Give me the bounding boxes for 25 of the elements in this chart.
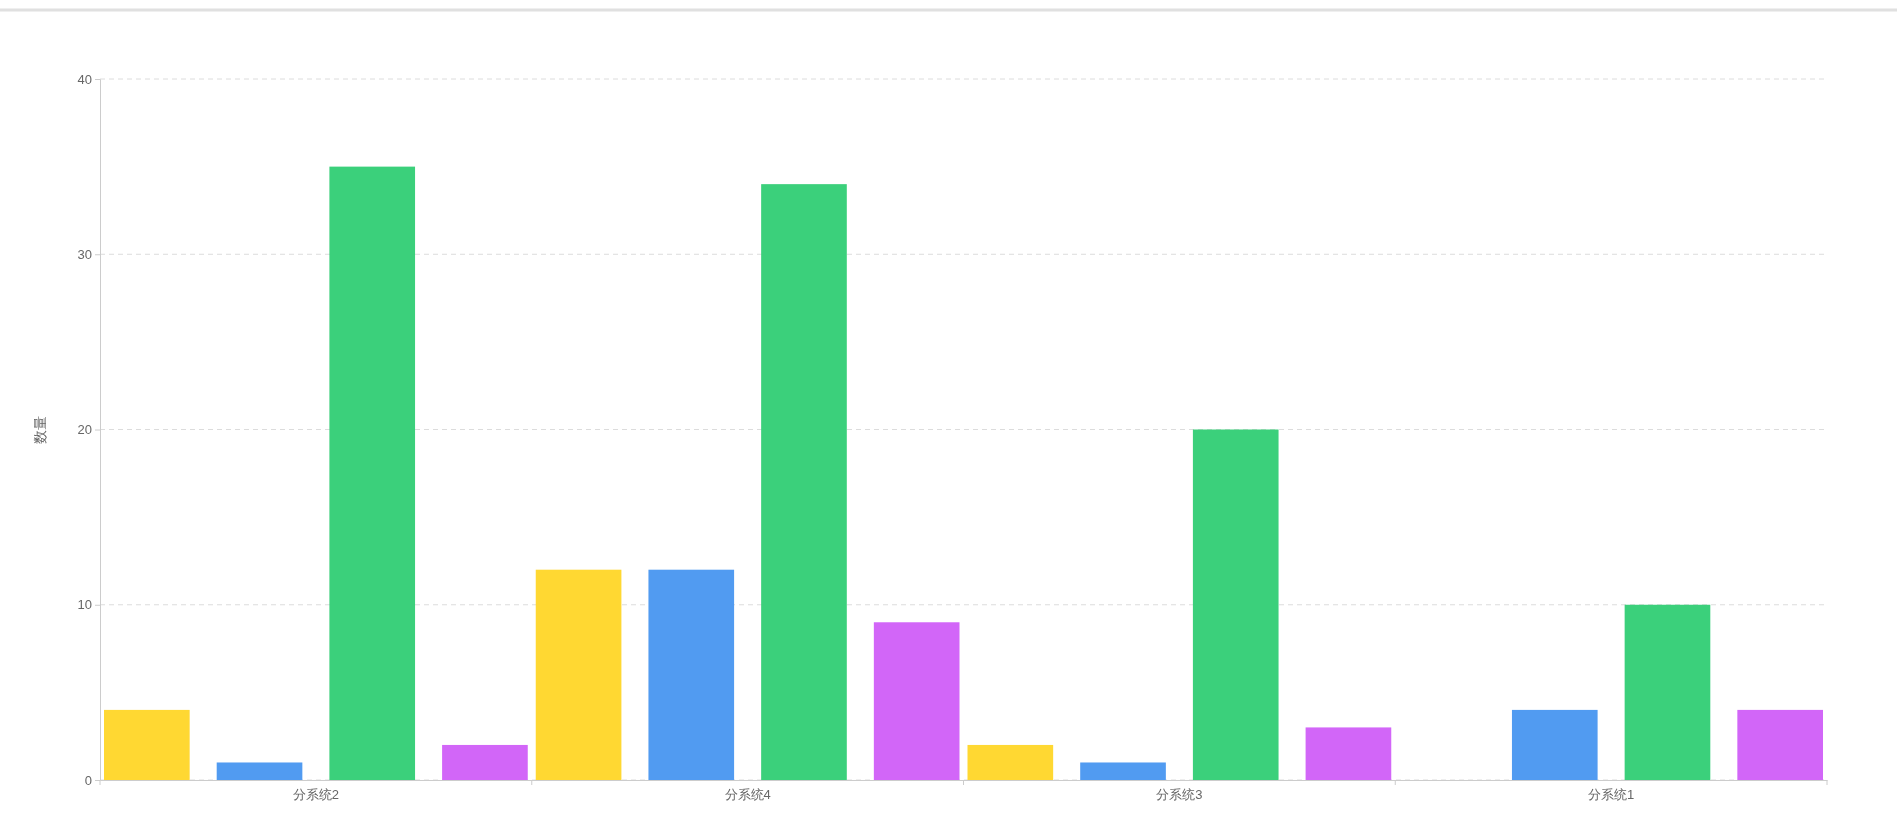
x-tick-label: 分系统2 xyxy=(292,786,339,802)
bar xyxy=(535,569,622,780)
y-tick-label: 30 xyxy=(77,246,92,262)
bar xyxy=(967,744,1054,780)
x-tick-label: 分系统4 xyxy=(724,786,771,802)
bar xyxy=(1192,429,1279,780)
bar xyxy=(648,569,735,780)
y-tick-label: 10 xyxy=(77,597,92,613)
bar xyxy=(1511,709,1598,780)
x-tick-label: 分系统1 xyxy=(1588,786,1635,802)
bar xyxy=(1305,727,1392,780)
bar xyxy=(873,622,960,780)
y-tick-label: 40 xyxy=(77,71,92,87)
x-tick-label: 分系统3 xyxy=(1156,786,1203,802)
bar xyxy=(1624,604,1711,780)
bar xyxy=(442,744,528,780)
bar xyxy=(104,709,190,780)
y-axis-title: 数量 xyxy=(32,415,48,444)
bar xyxy=(329,166,416,780)
bar xyxy=(1080,762,1166,780)
y-tick-label: 20 xyxy=(77,422,92,438)
bar xyxy=(216,762,303,780)
y-tick-label: 0 xyxy=(84,772,92,788)
bar xyxy=(761,184,847,780)
bar xyxy=(1737,709,1823,780)
